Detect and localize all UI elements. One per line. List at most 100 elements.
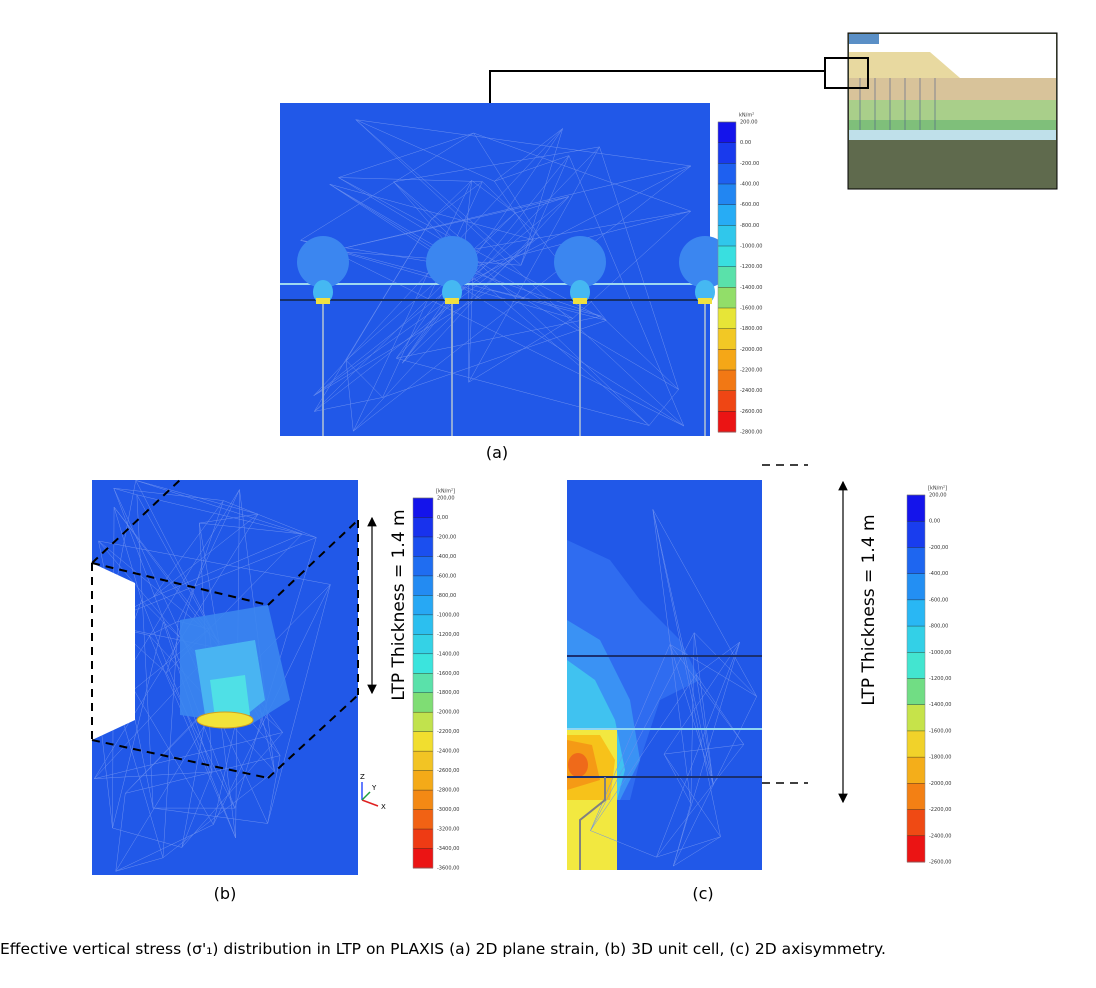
colorbar-label: 0,00 bbox=[929, 519, 940, 525]
mesh-line bbox=[656, 836, 721, 858]
mesh-line bbox=[267, 584, 331, 824]
mesh-line bbox=[663, 753, 721, 837]
pile-cap bbox=[698, 298, 712, 304]
mesh-line bbox=[94, 732, 283, 779]
colorbar-segment bbox=[718, 122, 736, 144]
colorbar-label: 0.00 bbox=[740, 140, 751, 146]
mesh-line bbox=[98, 540, 331, 585]
mesh-line bbox=[136, 494, 154, 809]
mesh-line bbox=[355, 119, 691, 167]
mesh-line bbox=[135, 480, 259, 515]
colorbar-label: -800,00 bbox=[437, 593, 456, 599]
colorbar-label: -2400,00 bbox=[437, 749, 459, 755]
colorbar-segment bbox=[907, 783, 925, 811]
axis-label: X bbox=[381, 803, 386, 811]
colorbar-segment bbox=[413, 536, 433, 557]
mesh-line bbox=[153, 807, 268, 824]
colorbar-unit: kN/m² bbox=[739, 113, 754, 119]
mesh-line bbox=[314, 236, 540, 412]
mesh-line bbox=[468, 146, 600, 383]
mesh-line bbox=[113, 506, 142, 601]
mesh-line bbox=[669, 644, 757, 697]
mesh-line bbox=[402, 155, 570, 364]
colorbar-label: -3200,00 bbox=[437, 827, 459, 833]
mesh-line bbox=[652, 509, 721, 837]
colorbar-label: -800,00 bbox=[929, 624, 948, 630]
mesh-line bbox=[520, 155, 570, 266]
colorbar-label: -2400,00 bbox=[929, 833, 951, 839]
mesh-line bbox=[599, 146, 679, 390]
colorbar-frame bbox=[717, 121, 737, 433]
colorbar-segment bbox=[718, 328, 736, 350]
colorbar-segment bbox=[413, 692, 433, 713]
colorbar-label: 200,00 bbox=[437, 496, 455, 502]
colorbar-segment bbox=[718, 246, 736, 268]
stress-bulb bbox=[426, 236, 478, 288]
colorbar-segment bbox=[413, 498, 433, 518]
axis-label: Z bbox=[360, 773, 365, 781]
colorbar-label: -1600,00 bbox=[929, 728, 951, 734]
colorbar-segment bbox=[907, 730, 925, 758]
colorbar-label: -2200,00 bbox=[929, 807, 951, 813]
dimension-label: LTP Thickness = 1.4 m bbox=[389, 509, 409, 700]
colorbar-segment bbox=[413, 517, 433, 538]
pile-cap bbox=[316, 298, 330, 304]
colorbar-segment bbox=[907, 809, 925, 837]
colorbar-segment bbox=[413, 634, 433, 655]
colorbar-unit: [kN/m²] bbox=[436, 489, 455, 495]
colorbar-label: -400.00 bbox=[740, 182, 759, 188]
mesh-line bbox=[99, 717, 113, 829]
mesh-line bbox=[460, 196, 570, 287]
colorbar-label: 200.00 bbox=[740, 120, 758, 126]
mesh-line bbox=[181, 732, 283, 848]
colorbar-segment bbox=[907, 495, 925, 522]
colorbar-segment bbox=[413, 653, 433, 674]
mesh-line bbox=[338, 132, 474, 178]
colorbar-label: -1200.00 bbox=[740, 264, 762, 270]
mesh-line bbox=[568, 155, 685, 427]
mesh-line bbox=[460, 286, 684, 427]
mesh-line bbox=[199, 513, 259, 524]
colorbar-label: -2600,00 bbox=[437, 768, 459, 774]
colorbar-segment bbox=[413, 751, 433, 772]
mesh-line bbox=[355, 119, 522, 266]
mesh-line bbox=[515, 196, 569, 214]
colorbar-label: -1000,00 bbox=[437, 612, 459, 618]
colorbar-label: -800.00 bbox=[740, 223, 759, 229]
colorbar-label: -1200,00 bbox=[929, 676, 951, 682]
colorbar-segment bbox=[907, 835, 925, 863]
colorbar-label: -600,00 bbox=[929, 597, 948, 603]
dimension-label: LTP Thickness = 1.4 m bbox=[859, 514, 879, 705]
mesh-line bbox=[656, 744, 744, 858]
colorbar-segment bbox=[413, 809, 433, 830]
mesh-line bbox=[663, 753, 692, 804]
colorbar-segment bbox=[718, 184, 736, 206]
mesh-line bbox=[135, 480, 303, 535]
colorbar-segment bbox=[413, 575, 433, 596]
colorbar-segment bbox=[413, 731, 433, 752]
colorbar-segment bbox=[413, 829, 433, 850]
panel-c bbox=[567, 464, 808, 870]
mesh-line bbox=[648, 389, 679, 426]
colorbar-label: -1800,00 bbox=[437, 690, 459, 696]
colorbar-segment bbox=[413, 614, 433, 635]
panel-a bbox=[280, 103, 731, 436]
mesh-line bbox=[141, 599, 164, 623]
colorbar-segment bbox=[907, 521, 925, 548]
mesh-line bbox=[673, 803, 692, 867]
colorbar-label: -2600.00 bbox=[740, 409, 762, 415]
panel-label: (c) bbox=[692, 884, 713, 903]
colorbar-label: -200,00 bbox=[929, 545, 948, 551]
mesh-line bbox=[694, 632, 757, 697]
mesh-line bbox=[94, 771, 213, 779]
mesh-line bbox=[166, 672, 236, 809]
colorbar-label: -2200,00 bbox=[437, 729, 459, 735]
mesh-line bbox=[664, 744, 744, 755]
mesh-line bbox=[353, 180, 472, 432]
mesh-line bbox=[382, 181, 483, 398]
mesh-line bbox=[355, 119, 684, 427]
mesh-line bbox=[673, 696, 757, 867]
colorbar-segment bbox=[413, 848, 433, 869]
mesh-line bbox=[199, 522, 303, 535]
colorbar-label: -1600.00 bbox=[740, 306, 762, 312]
